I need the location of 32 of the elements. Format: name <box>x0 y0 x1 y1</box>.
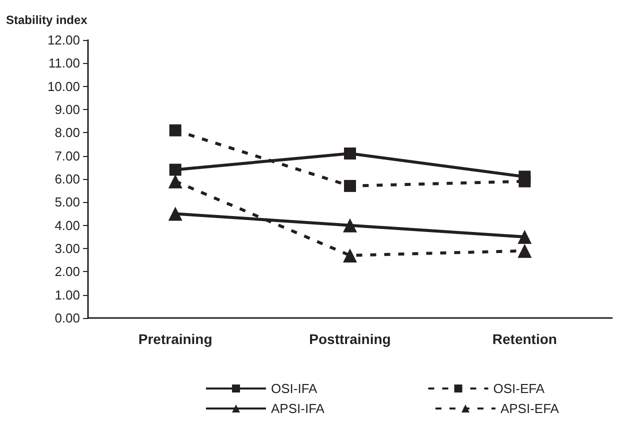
point <box>344 180 356 192</box>
point <box>343 218 357 232</box>
point <box>518 244 532 258</box>
y-tick-label: 7.00 <box>54 148 80 164</box>
y-tick-label: 4.00 <box>54 218 80 233</box>
point <box>169 124 182 136</box>
legend-label: OSI-IFA <box>271 381 318 396</box>
x-tick-label: Retention <box>492 331 557 347</box>
x-tick-label: Pretraining <box>138 331 212 347</box>
point <box>168 174 182 188</box>
point <box>344 148 356 160</box>
y-tick-label: 8.00 <box>54 125 80 140</box>
y-tick-label: 9.00 <box>54 102 80 117</box>
legend-label: OSI-EFA <box>493 381 545 396</box>
legend-label: APSI-IFA <box>271 401 325 416</box>
y-tick-label: 5.00 <box>54 194 80 210</box>
y-axis-title: Stability index <box>6 13 88 27</box>
point <box>518 230 532 244</box>
y-tick-label: 2.00 <box>54 264 80 280</box>
legend-label: APSI-EFA <box>500 401 560 416</box>
y-tick-label: 12.00 <box>47 32 80 48</box>
point <box>518 170 531 183</box>
x-tick-label: Posttraining <box>309 331 391 347</box>
y-tick-label: 1.00 <box>54 287 80 302</box>
y-tick-label: 11.00 <box>48 56 80 71</box>
y-tick-label: 10.00 <box>47 78 80 94</box>
point <box>343 248 357 262</box>
y-tick-label: 6.00 <box>54 172 80 186</box>
point <box>169 164 182 176</box>
y-tick-label: 0.00 <box>54 310 80 326</box>
point <box>168 206 182 221</box>
y-tick-label: 3.00 <box>54 241 80 256</box>
